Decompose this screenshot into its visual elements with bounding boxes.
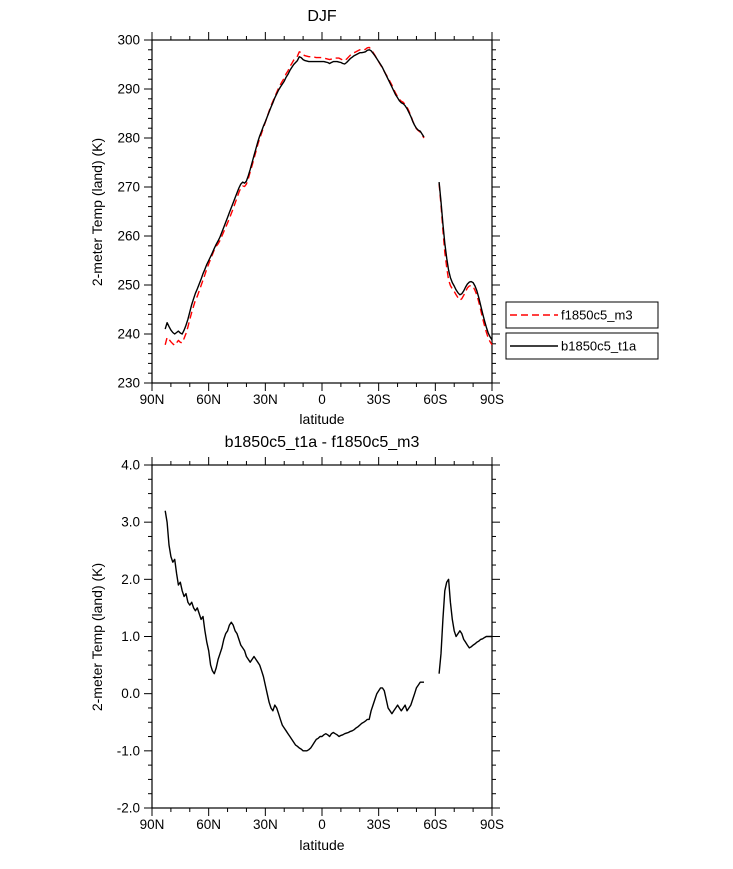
x-tick-label: 90S <box>480 817 504 832</box>
x-tick-label: 30N <box>253 817 278 832</box>
x-tick-label: 60N <box>196 817 221 832</box>
series-line-difference <box>438 578 492 674</box>
y-tick-label: 250 <box>117 278 140 293</box>
y-tick-label: 4.0 <box>121 458 140 473</box>
y-tick-label: 3.0 <box>121 515 140 530</box>
legend-label: f1850c5_m3 <box>561 308 633 323</box>
legend-box <box>505 332 659 360</box>
bottom-chart-x-axis-label: latitude <box>299 837 345 853</box>
y-tick-label: 280 <box>117 131 140 146</box>
y-tick-label: 260 <box>117 229 140 244</box>
y-tick-label: 2.0 <box>121 572 140 587</box>
x-tick-label: 90N <box>140 817 165 832</box>
legend-label: b1850c5_t1a <box>561 339 637 354</box>
bottom-chart-title: b1850c5_t1a - f1850c5_m3 <box>224 434 420 451</box>
top-chart-title: DJF <box>307 8 337 25</box>
plot-frame <box>151 464 493 809</box>
x-tick-label: 60N <box>196 392 221 407</box>
x-tick-label: 0 <box>318 392 326 407</box>
x-tick-label: 30S <box>367 817 391 832</box>
series-line-f1850c5_m3 <box>438 183 493 346</box>
y-tick-label: -1.0 <box>117 743 140 758</box>
x-tick-label: 90N <box>140 392 165 407</box>
series-line-b1850c5_t1a <box>438 182 493 341</box>
top-chart-svg: 90N 60N 30N 0 30S 60S 90S 230 240 250 260 270 280 290… <box>117 32 659 407</box>
y-tick-label: 0.0 <box>121 686 140 701</box>
top-chart-x-axis-label: latitude <box>299 411 345 427</box>
x-tick-label: 30N <box>253 392 278 407</box>
x-tick-label: 90S <box>480 392 504 407</box>
series-line-difference <box>164 510 424 752</box>
x-tick-label: 0 <box>318 817 326 832</box>
y-tick-label: 1.0 <box>121 629 140 644</box>
legend-box <box>505 301 659 329</box>
x-tick-label: 30S <box>367 392 391 407</box>
bottom-chart-svg: 90N 60N 30N 0 30S 60S 90S -2.0 -1.0 0.0 1.0 2.0 3.0 4… <box>117 457 504 832</box>
y-tick-label: -2.0 <box>117 801 140 816</box>
y-tick-label: 230 <box>117 376 140 391</box>
x-tick-label: 60S <box>423 392 447 407</box>
y-tick-label: 240 <box>117 327 140 342</box>
series-line-f1850c5_m3 <box>164 46 425 346</box>
x-tick-label: 60S <box>423 817 447 832</box>
series-line-b1850c5_t1a <box>164 49 425 335</box>
y-tick-label: 290 <box>117 82 140 97</box>
y-tick-label: 300 <box>117 33 140 48</box>
y-tick-label: 270 <box>117 180 140 195</box>
